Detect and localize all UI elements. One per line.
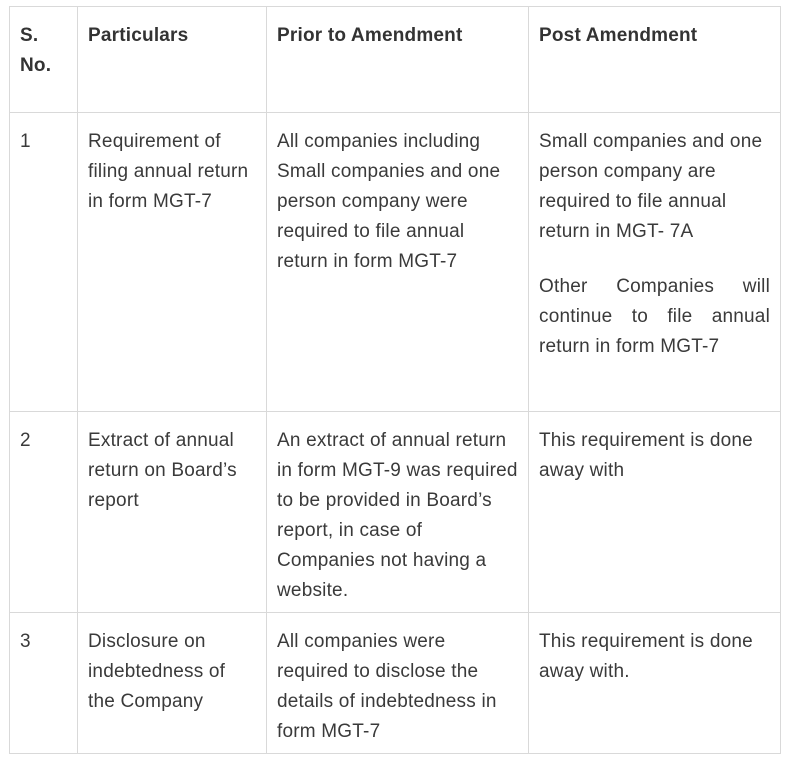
- table-row: 3 Disclosure on indebtedness of the Comp…: [9, 612, 781, 754]
- table-row: 1 Requirement of filing annual return in…: [9, 112, 781, 412]
- cell-particulars: Requirement of filing annual return in f…: [77, 112, 267, 412]
- post-paragraph: This requirement is done away with: [539, 430, 753, 481]
- cell-prior: All companies were required to disclose …: [266, 612, 529, 754]
- cell-particulars: Extract of annual return on Board’s repo…: [77, 411, 267, 613]
- header-sno: S. No.: [9, 6, 78, 113]
- amendment-comparison-table: S. No. Particulars Prior to Amendment Po…: [9, 6, 781, 754]
- cell-sno: 3: [9, 612, 78, 754]
- post-paragraph: This requirement is done away with.: [539, 631, 753, 682]
- cell-prior: All companies including Small companies …: [266, 112, 529, 412]
- cell-post: This requirement is done away with: [528, 411, 781, 613]
- cell-post: Small companies and one person company a…: [528, 112, 781, 412]
- post-paragraph: Small companies and one person company a…: [539, 131, 763, 242]
- cell-sno: 1: [9, 112, 78, 412]
- header-prior: Prior to Amendment: [266, 6, 529, 113]
- header-row: S. No. Particulars Prior to Amendment Po…: [9, 6, 781, 113]
- table-row: 2 Extract of annual return on Board’s re…: [9, 411, 781, 613]
- header-particulars: Particulars: [77, 6, 267, 113]
- post-paragraph: Other Companies will continue to file an…: [539, 276, 770, 357]
- cell-post: This requirement is done away with.: [528, 612, 781, 754]
- header-post: Post Amendment: [528, 6, 781, 113]
- cell-prior: An extract of annual return in form MGT-…: [266, 411, 529, 613]
- cell-particulars: Disclosure on indebtedness of the Compan…: [77, 612, 267, 754]
- cell-sno: 2: [9, 411, 78, 613]
